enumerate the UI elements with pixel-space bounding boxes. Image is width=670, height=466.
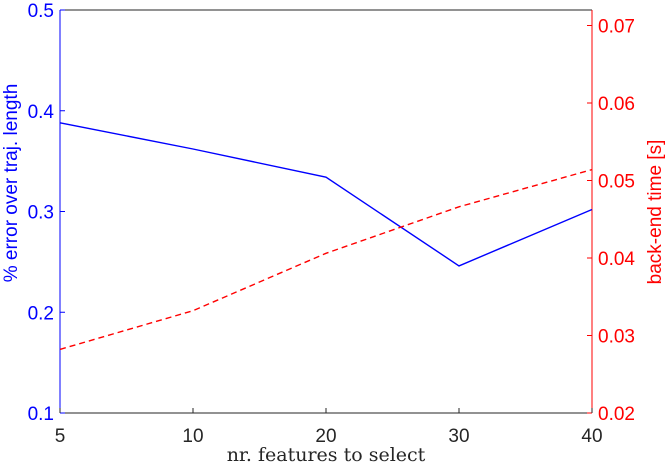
y-axis-label-left: % error over traj. length: [1, 84, 22, 283]
y-tick-label-right: 0.02: [598, 404, 635, 425]
x-tick-label: 30: [448, 426, 469, 447]
y-axis-label-right: back-end time [s]: [645, 140, 666, 285]
y-tick-label-right: 0.07: [598, 17, 635, 38]
series-line-right: [59, 168, 593, 351]
y-tick-label-left: 0.3: [28, 203, 54, 224]
y-tick-label-right: 0.04: [598, 249, 635, 270]
x-axis-label: nr. features to select: [227, 444, 426, 466]
x-tick-label: 5: [55, 426, 66, 447]
y-tick-label-right: 0.05: [598, 172, 635, 193]
y-tick-label-left: 0.1: [28, 404, 54, 425]
y-tick-label-right: 0.03: [598, 327, 635, 348]
plot-area: [60, 10, 592, 413]
y-tick-label-left: 0.5: [28, 1, 54, 22]
x-tick-label: 20: [315, 426, 336, 447]
x-tick-label: 40: [581, 426, 602, 447]
y-tick-label-right: 0.06: [598, 94, 635, 115]
series-line-left: [59, 122, 593, 267]
y-tick-label-left: 0.4: [28, 102, 55, 123]
y-tick-label-left: 0.2: [28, 303, 54, 324]
x-tick-label: 10: [182, 426, 203, 447]
